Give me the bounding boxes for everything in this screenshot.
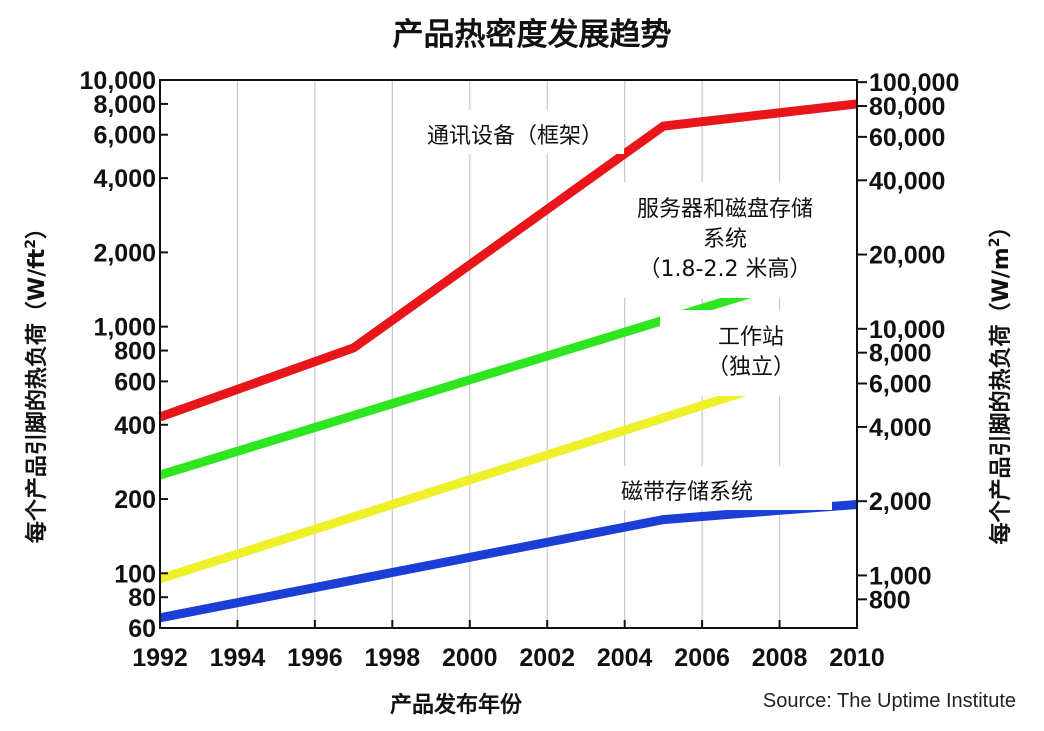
y-left-tick-label-60: 60 [128, 615, 156, 643]
y-axis-label-left-sup: 2 [23, 239, 39, 249]
chart-title: 产品热密度发展趋势 [393, 17, 672, 53]
y-right-tick-label-20,000: 20,000 [869, 242, 945, 270]
series-line-1 [158, 99, 858, 422]
y-right-tick-label-60,000: 60,000 [869, 124, 945, 152]
x-tick-label-2002: 2002 [519, 644, 575, 672]
series-label-4: 磁带存储系统 [621, 480, 753, 505]
x-tick-label-1996: 1996 [287, 644, 343, 672]
series-label-4-line-1: 磁带存储系统 [621, 480, 753, 505]
x-tick-label-1992: 1992 [132, 644, 188, 672]
series-label-2-line-3: （1.8-2.2 米高） [639, 257, 812, 282]
source-note: Source: The Uptime Institute [763, 690, 1016, 712]
y-right-tick-label-1,000: 1,000 [869, 562, 932, 590]
series-label-1-line-1: 通讯设备（框架） [427, 124, 603, 149]
y-axis-label-left-prefix: 每个产品引脚的热负荷（ [24, 301, 50, 543]
y-right-tick-label-2,000: 2,000 [869, 488, 932, 516]
y-left-tick-label-800: 800 [114, 338, 156, 366]
y-right-tick-label-6,000: 6,000 [869, 371, 932, 399]
y-left-tick-label-80: 80 [128, 584, 156, 612]
y-axis-label-right-sup: 2 [987, 238, 1003, 248]
series-label-2-line-1: 服务器和磁盘存储 [637, 197, 813, 222]
y-left-tick-label-200: 200 [114, 486, 156, 514]
y-left-tick-label-10,000: 10,000 [80, 67, 156, 95]
y-right-tick-label-80,000: 80,000 [869, 93, 945, 121]
y-right-tick-label-8,000: 8,000 [869, 340, 932, 368]
x-tick-label-2006: 2006 [674, 644, 730, 672]
y-right-tick-label-800: 800 [869, 586, 911, 614]
y-axis-label-right-unit: W/m [989, 247, 1014, 302]
y-right-tick-label-10,000: 10,000 [869, 316, 945, 344]
y-right-tick-label-4,000: 4,000 [869, 414, 932, 442]
y-axis-label-left-suffix: ） [25, 217, 50, 239]
y-axis-label-left-unit: W/ft [25, 248, 50, 301]
x-tick-label-2008: 2008 [752, 644, 808, 672]
series-label-2-line-2: 系统 [703, 227, 747, 252]
x-tick-label-1998: 1998 [365, 644, 421, 672]
series-label-backdrop-2 [603, 182, 859, 298]
series-label-backdrop-1 [408, 110, 624, 154]
y-left-tick-label-6,000: 6,000 [93, 122, 156, 150]
series-label-1: 通讯设备（框架） [427, 124, 603, 149]
y-right-tick-label-100,000: 100,000 [869, 69, 959, 97]
x-tick-label-2004: 2004 [597, 644, 653, 672]
series-label-backdrop-4 [598, 466, 832, 510]
y-axis-label-right-suffix: ） [989, 215, 1014, 237]
grid-layer [236, 80, 781, 628]
x-axis: 1992 1994 1996 1998 2000 2002 2004 2006 2008 2010 [132, 620, 885, 672]
y-axis-label-left: 每个产品引脚的热负荷（W/ft2） [23, 217, 50, 543]
y-left-tick-label-8,000: 8,000 [93, 91, 156, 119]
y-axis-label-right-prefix: 每个产品引脚的热负荷（ [988, 302, 1014, 544]
series-label-layer: 通讯设备（框架） 服务器和磁盘存储系统 （1.8-2.2 米高） 工作站 （独立） 磁带存… [408, 110, 859, 510]
series-label-backdrop-3 [660, 310, 856, 396]
y-left-tick-label-4,000: 4,000 [93, 165, 156, 193]
y-axis-label-right: 每个产品引脚的热负荷（W/m2） [987, 215, 1014, 544]
x-tick-label-2010: 2010 [829, 644, 885, 672]
series-label-3-line-2: （独立） [707, 355, 795, 380]
plot-frame [159, 79, 858, 629]
y-left-tick-label-100: 100 [114, 560, 156, 588]
y-right-tick-label-40,000: 40,000 [869, 167, 945, 195]
series-label-2: 服务器和磁盘存储系统 （1.8-2.2 米高） [637, 197, 813, 282]
series-label-3: 工作站 （独立） [707, 325, 795, 380]
series-label-3-line-1: 工作站 [718, 325, 784, 350]
y-left-tick-label-2,000: 2,000 [93, 239, 156, 267]
y-left-tick-label-600: 600 [114, 368, 156, 396]
y-left-tick-label-400: 400 [114, 412, 156, 440]
x-axis-label: 产品发布年份 [390, 692, 523, 718]
x-tick-label-2000: 2000 [442, 644, 498, 672]
x-tick-label-1994: 1994 [210, 644, 266, 672]
y-left-tick-label-1,000: 1,000 [93, 314, 156, 342]
